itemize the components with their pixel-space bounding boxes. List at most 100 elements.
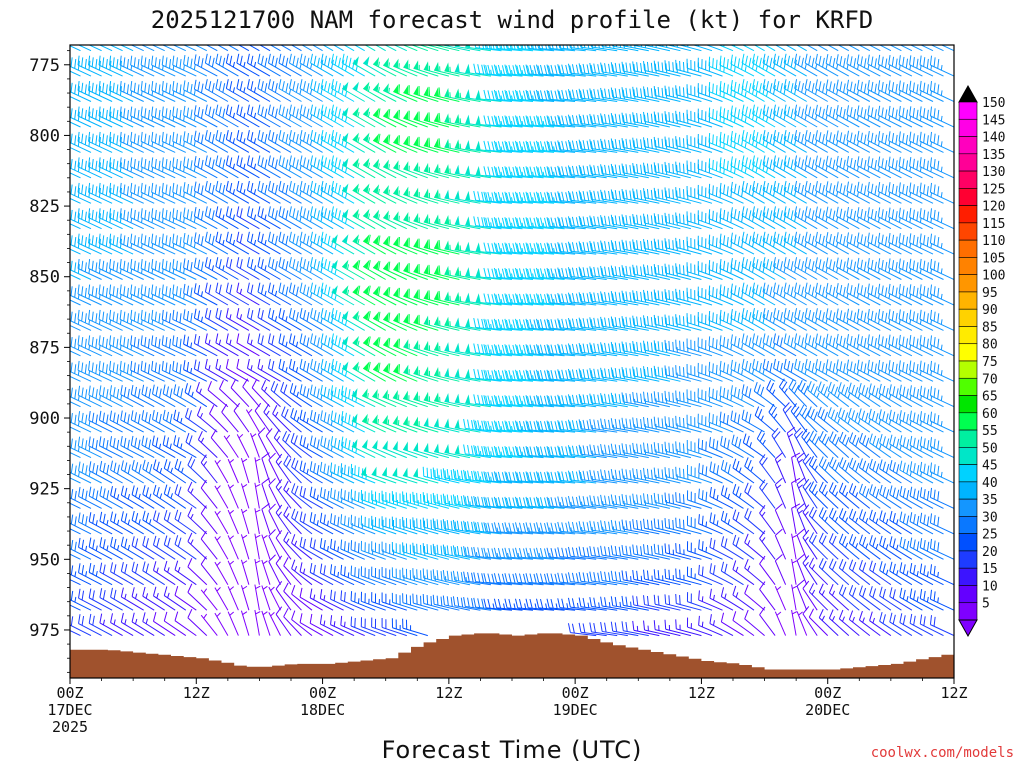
wind-barb [151,335,176,357]
wind-barb [383,108,408,128]
wind-barb [393,45,418,52]
wind-barb [225,130,250,153]
wind-barb [261,559,271,585]
wind-barb [360,617,386,637]
wind-barb [257,130,281,153]
wind-barb [340,615,365,637]
wind-barb [142,561,165,586]
wind-barb [70,565,92,586]
wind-barb [130,435,155,459]
wind-barb [200,479,218,509]
wind-barb [193,79,218,102]
wind-barb [204,53,229,77]
wind-barb [141,410,165,433]
wind-barb [383,159,408,179]
wind-barb [463,520,492,535]
wind-barb [288,130,313,153]
wind-barb [331,333,355,357]
wind-barb [402,593,428,611]
wind-barb [362,45,386,52]
wind-barb [200,556,218,586]
wind-barb [493,445,523,459]
wind-barb [413,467,439,484]
wind-barb [278,79,302,102]
wind-barb [70,57,92,77]
wind-barb [360,490,386,509]
wind-barb [403,212,428,230]
wind-barb [341,132,365,153]
wind-barb [215,308,239,331]
wind-barb [204,358,229,382]
wind-barb [162,409,187,433]
wind-barb [362,56,386,77]
wind-barb [320,308,344,331]
wind-barb [391,541,418,560]
wind-barb [515,496,544,509]
wind-barb [236,79,260,102]
wind-barb [372,184,397,204]
wind-barb [204,282,229,306]
wind-barb [172,259,197,280]
wind-barb [465,216,492,230]
colorbar-swatch [958,377,978,396]
wind-barb [483,293,513,306]
wind-barb [233,402,250,433]
wind-barb [119,233,144,255]
wind-barb [433,163,460,179]
wind-barb [525,420,555,433]
colorbar-swatch [958,498,978,517]
wind-barb [120,511,144,535]
wind-barb [504,318,534,331]
wind-barb [444,138,471,153]
wind-barb [504,522,534,535]
wind-barb [200,454,218,484]
wind-barb [309,384,334,408]
wind-barb [110,511,134,535]
wind-barb [525,445,555,459]
wind-barb [109,385,134,408]
wind-barb [119,309,144,331]
y-tick-label: 975 [29,621,60,641]
colorbar-swatch [958,101,978,120]
wind-barb [340,488,365,509]
wind-barb [109,157,134,179]
wind-barb [454,266,481,280]
wind-barb [341,107,365,128]
wind-barb [310,231,334,255]
wind-barb [331,180,355,204]
wind-barb [331,155,355,179]
wind-barb [362,81,386,102]
wind-barb [475,242,502,255]
wind-barb [382,389,407,408]
wind-barb [331,358,355,382]
wind-barb [215,333,239,357]
x-tick-label: 12Z [688,684,715,702]
wind-barb [130,360,155,382]
wind-barb [283,455,302,484]
wind-barb [236,206,260,230]
wind-barb [515,217,544,230]
colorbar-label: 15 [982,562,998,577]
wind-barb [413,442,439,459]
wind-barb [309,588,334,611]
colorbar-swatch [958,447,978,465]
wind-barb [361,439,386,459]
wind-barb [473,63,502,77]
wind-barb [340,564,365,586]
wind-barb [352,310,376,331]
wind-barb [236,130,260,153]
wind-barb [299,486,323,509]
wind-barb [254,559,261,585]
wind-barb [465,190,492,204]
wind-barb [278,282,302,306]
wind-barb [515,267,544,280]
wind-barb [433,87,460,102]
wind-barb [515,191,544,204]
wind-barb [120,562,144,586]
wind-barb [444,316,471,331]
wind-barb [267,257,292,280]
wind-barb [330,589,355,611]
wind-barb [383,185,408,204]
y-tick-label: 925 [29,480,60,500]
wind-barb [225,79,250,102]
